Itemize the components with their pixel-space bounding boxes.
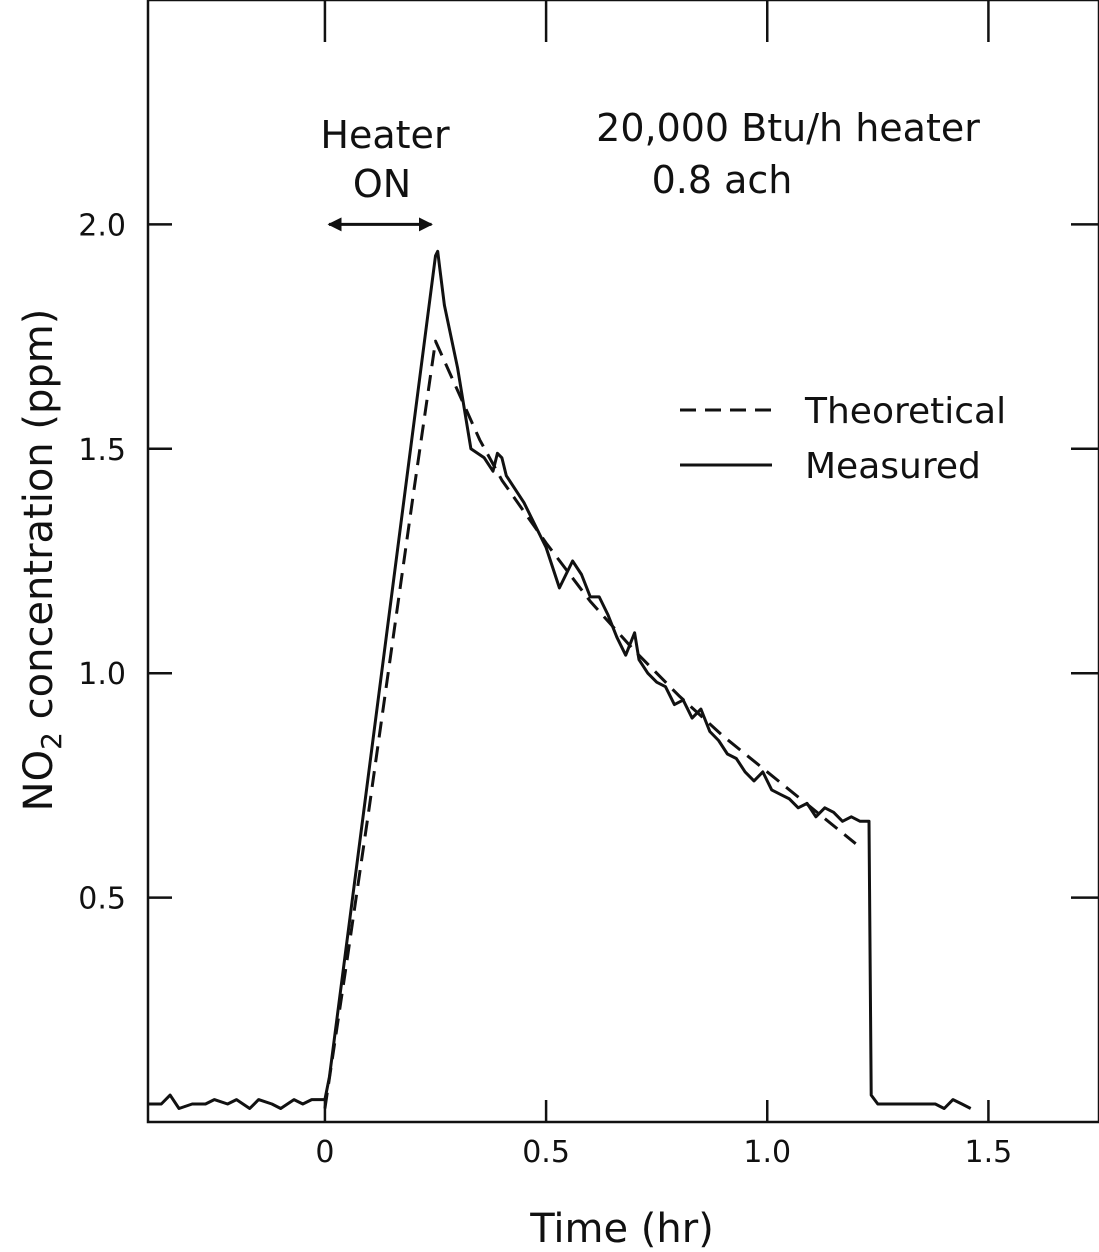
y-tick-label: 1.0: [78, 657, 126, 692]
x-tick-label: 0: [315, 1135, 334, 1170]
series-line-theoretical: [323, 339, 857, 1109]
heater-info-line1: 20,000 Btu/h heater: [596, 106, 980, 150]
x-tick-label: 1.5: [965, 1135, 1013, 1170]
series-layer: [148, 249, 972, 1110]
plot-frame: [146, 0, 1099, 1124]
y-axis-label-species: NO: [16, 750, 62, 811]
x-tick-label: 1.0: [743, 1135, 791, 1170]
y-tick-label: 1.5: [78, 433, 126, 468]
y-axis-label: NO2 concentration (ppm): [16, 309, 68, 812]
x-axis-label: Time (hr): [529, 1206, 714, 1252]
x-axis-ticks: 0 0.5 1.0 1.5: [315, 0, 1012, 1170]
legend: Theoretical Measured: [680, 391, 1006, 487]
y-axis-label-rest: concentration (ppm): [16, 309, 62, 720]
y-axis-label-subscript: 2: [35, 732, 68, 750]
y-axis-ticks: 0.5 1.0 1.5 2.0: [78, 208, 1099, 917]
series-line-measured: [148, 249, 972, 1110]
y-tick-label: 2.0: [78, 208, 126, 243]
x-tick-label: 0.5: [522, 1135, 570, 1170]
heater-label-line2: ON: [353, 162, 411, 206]
legend-label-measured: Measured: [805, 446, 981, 487]
y-tick-label: 0.5: [78, 882, 126, 917]
heater-label-line1: Heater: [320, 113, 450, 157]
legend-label-theoretical: Theoretical: [804, 391, 1006, 432]
heater-info-line2: 0.8 ach: [652, 158, 793, 202]
